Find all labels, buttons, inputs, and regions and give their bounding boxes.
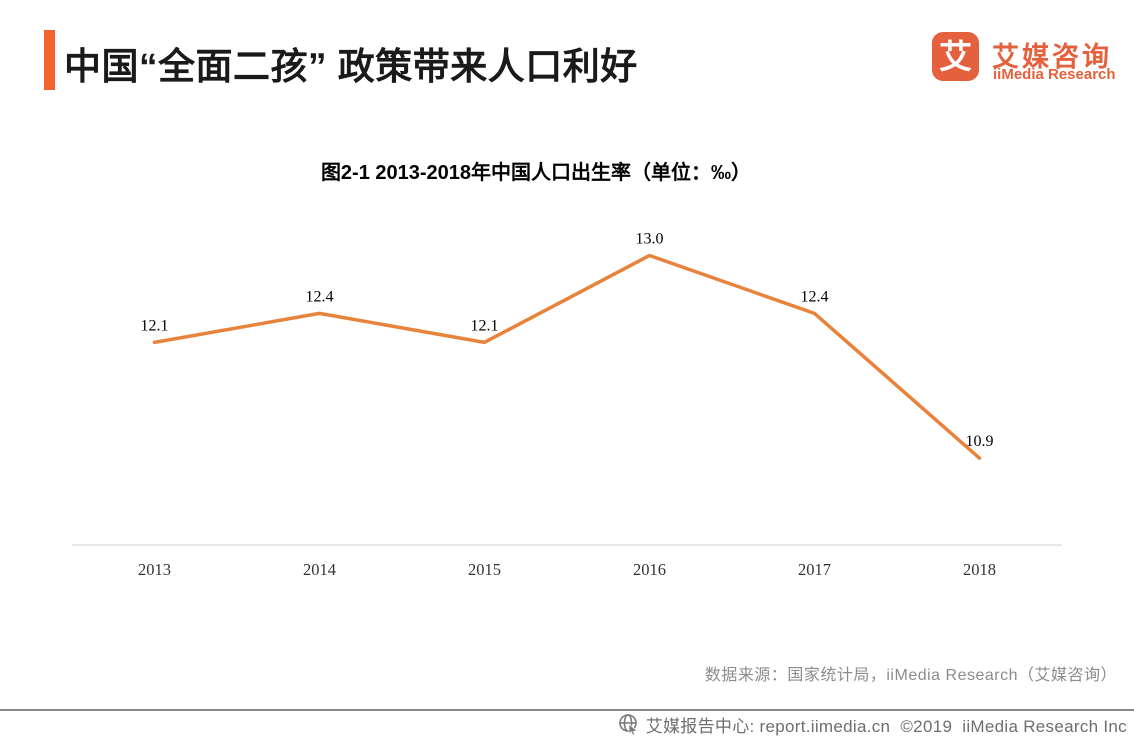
- footer: 艾媒报告中心: report.iimedia.cn ©2019 iiMedia …: [618, 712, 1127, 736]
- x-axis-label: 2015: [468, 560, 501, 579]
- x-axis-label: 2016: [633, 560, 666, 579]
- page-title: 中国“全面二孩” 政策带来人口利好: [64, 46, 638, 87]
- logo-name-en: iiMedia Research: [993, 66, 1116, 83]
- value-label: 12.4: [801, 288, 829, 305]
- title-accent-bar: [44, 30, 55, 90]
- logo-name-cn: 艾媒咨询: [992, 42, 1112, 72]
- value-label: 12.4: [306, 288, 334, 305]
- iimedia-logo: 艾 艾媒咨询 iiMedia Research: [932, 31, 1122, 85]
- chart-title: 图2-1 2013-2018年中国人口出生率（单位：‰）: [320, 162, 752, 184]
- value-label: 12.1: [471, 317, 499, 334]
- footer-text: 艾媒报告中心: report.iimedia.cn ©2019 iiMedia …: [645, 716, 1127, 736]
- birth-rate-line: [152, 253, 982, 460]
- x-axis-label: 2014: [303, 560, 336, 579]
- globe-cursor-icon: [618, 714, 638, 735]
- iimedia-logo-icon: 艾: [932, 32, 979, 81]
- x-axis-label: 2013: [138, 560, 171, 579]
- value-label: 13.0: [636, 231, 664, 248]
- value-label: 10.9: [966, 433, 994, 450]
- value-label: 12.1: [141, 317, 169, 334]
- x-axis-label: 2017: [798, 560, 831, 579]
- x-axis-label: 2018: [963, 560, 996, 579]
- footer-divider: [0, 709, 1134, 711]
- logo-glyph: 艾: [939, 38, 972, 75]
- data-source-note: 数据来源：国家统计局，iiMedia Research（艾媒咨询）: [704, 667, 1117, 684]
